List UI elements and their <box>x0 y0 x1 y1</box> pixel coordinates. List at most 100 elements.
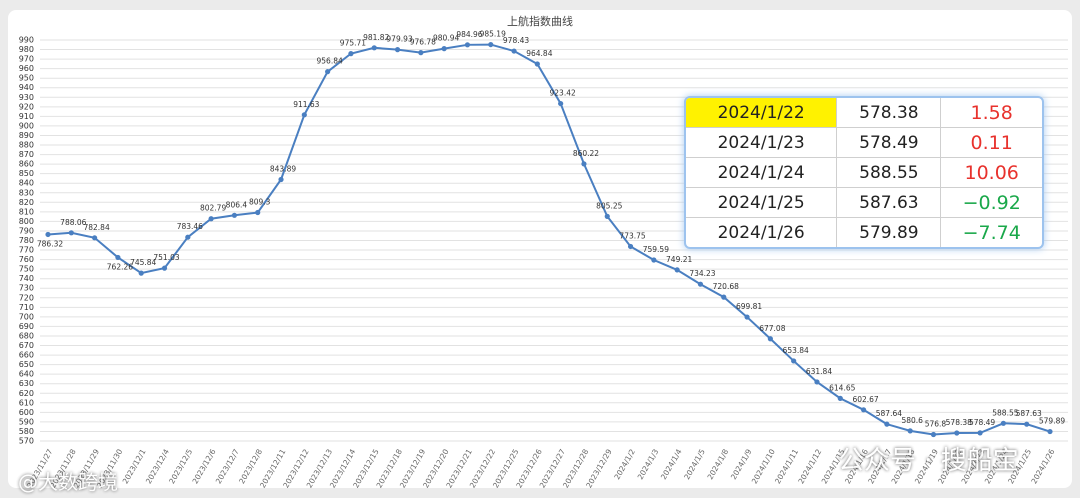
table-cell: 2024/1/26 <box>686 217 838 247</box>
data-label: 809.3 <box>249 198 271 207</box>
data-point <box>581 161 587 167</box>
data-label: 588.55 <box>992 408 1018 417</box>
data-label: 773.75 <box>619 231 645 240</box>
data-point <box>558 100 564 107</box>
table-cell: 10.06 <box>940 157 1042 188</box>
data-point <box>231 212 238 218</box>
data-point <box>954 430 960 436</box>
data-point <box>464 42 471 48</box>
y-tick-label: 770 <box>19 246 34 255</box>
y-tick-label: 910 <box>19 112 34 121</box>
y-tick-label: 970 <box>19 55 34 64</box>
y-tick-label: 990 <box>19 36 34 45</box>
data-point <box>604 213 610 219</box>
y-tick-label: 620 <box>19 389 34 398</box>
data-point <box>1000 420 1006 426</box>
data-point <box>278 176 284 183</box>
table: 2024/1/22 578.38 1.58 2024/1/23 578.49 0.11 20… <box>686 98 1042 247</box>
data-point <box>930 431 937 438</box>
data-label: 587.64 <box>876 409 902 418</box>
data-point <box>511 48 517 54</box>
data-point <box>45 231 51 238</box>
y-tick-label: 610 <box>19 398 34 407</box>
data-point <box>907 428 913 434</box>
data-point <box>394 47 401 53</box>
data-label: 749.21 <box>666 255 692 264</box>
table-cell: 2024/1/22 <box>686 98 838 128</box>
data-point <box>697 281 704 287</box>
data-label: 576.8 <box>925 420 947 429</box>
data-point <box>255 209 261 216</box>
table-cell: 2024/1/25 <box>686 187 838 218</box>
y-tick-label: 930 <box>19 93 34 102</box>
data-label: 978.43 <box>503 36 529 45</box>
data-label: 580.6 <box>901 416 923 425</box>
y-tick-label: 670 <box>19 341 34 350</box>
y-tick-label: 940 <box>19 83 34 92</box>
data-point <box>1024 421 1030 427</box>
data-line <box>47 43 1051 436</box>
y-tick-label: 790 <box>19 226 34 235</box>
data-point <box>325 69 331 75</box>
y-tick-label: 700 <box>19 312 34 321</box>
data-point <box>301 112 307 118</box>
table-row: 2024/1/26 579.89 −7.74 <box>686 217 1042 247</box>
data-point <box>161 265 168 271</box>
y-tick-label: 890 <box>19 131 34 140</box>
y-tick-label: 870 <box>19 150 34 159</box>
table-cell: 2024/1/23 <box>686 127 838 158</box>
data-label: 745.84 <box>130 258 156 267</box>
table-row: 2024/1/22 578.38 1.58 <box>686 98 1042 128</box>
data-label: 578.49 <box>969 418 995 427</box>
data-label: 788.06 <box>60 218 86 227</box>
y-tick-label: 570 <box>19 437 34 446</box>
data-label: 975.71 <box>340 39 366 48</box>
data-label: 979.93 <box>386 35 412 44</box>
data-point <box>977 430 983 436</box>
data-label: 843.89 <box>270 165 296 174</box>
y-tick-label: 730 <box>19 284 34 293</box>
data-point <box>744 314 750 320</box>
data-point <box>371 45 377 51</box>
data-label: 980.94 <box>433 34 459 43</box>
table-row: 2024/1/23 578.49 0.11 <box>686 127 1042 158</box>
data-label: 762.26 <box>107 262 133 271</box>
table-cell: −7.74 <box>962 221 1021 244</box>
data-label: 720.68 <box>713 282 739 291</box>
table-cell: −0.92 <box>940 187 1042 218</box>
data-point <box>884 421 890 427</box>
y-tick-label: 590 <box>19 417 34 426</box>
y-tick-label: 920 <box>19 102 34 111</box>
change-table: 2024/1/22 578.38 1.58 2024/1/23 578.49 0.11 20… <box>684 96 1044 249</box>
data-label: 699.81 <box>736 302 762 311</box>
y-tick-label: 650 <box>19 360 34 369</box>
data-label: 614.65 <box>829 383 855 392</box>
data-point <box>138 270 144 276</box>
y-tick-label: 810 <box>19 207 34 216</box>
y-tick-label: 690 <box>19 322 34 331</box>
table-cell: 587.63 <box>836 187 942 218</box>
data-label: 984.96 <box>456 30 482 39</box>
y-tick-label: 840 <box>19 179 34 188</box>
data-label: 751.03 <box>153 253 179 262</box>
y-tick-label: 630 <box>19 379 34 388</box>
data-point <box>1047 428 1053 435</box>
y-tick-label: 740 <box>19 274 34 283</box>
y-tick-label: 600 <box>19 408 34 417</box>
y-tick-label: 960 <box>19 64 34 73</box>
data-label: 911.63 <box>293 100 319 109</box>
data-label: 602.67 <box>852 395 878 404</box>
data-label: 734.23 <box>689 269 715 278</box>
table-cell: 588.55 <box>836 157 942 188</box>
table-cell: 2024/1/24 <box>686 157 838 188</box>
table-cell: 1.58 <box>940 98 1042 128</box>
y-tick-label: 680 <box>19 331 34 340</box>
y-tick-label: 660 <box>19 351 34 360</box>
y-tick-label: 800 <box>19 217 34 226</box>
data-label: 759.59 <box>643 245 669 254</box>
data-point <box>721 294 727 300</box>
data-label: 786.32 <box>37 239 63 248</box>
table-row: 2024/1/24 588.55 10.06 <box>686 157 1042 188</box>
